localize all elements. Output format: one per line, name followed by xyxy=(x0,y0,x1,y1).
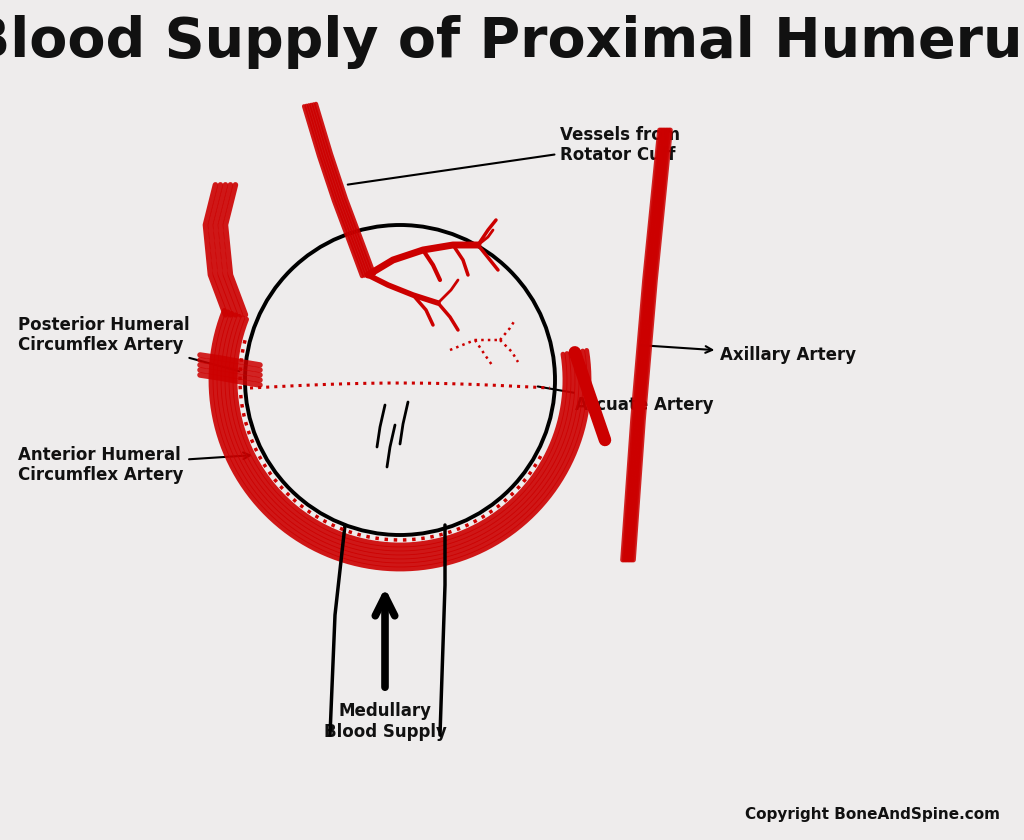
Text: Anterior Humeral
Circumflex Artery: Anterior Humeral Circumflex Artery xyxy=(18,445,250,485)
Text: Arcuate Artery: Arcuate Artery xyxy=(538,386,714,414)
Text: Copyright BoneAndSpine.com: Copyright BoneAndSpine.com xyxy=(745,807,1000,822)
Text: Medullary
Blood Supply: Medullary Blood Supply xyxy=(324,702,446,741)
Text: Blood Supply of Proximal Humerus: Blood Supply of Proximal Humerus xyxy=(0,15,1024,69)
Text: Axillary Artery: Axillary Artery xyxy=(641,345,856,364)
Text: Posterior Humeral
Circumflex Artery: Posterior Humeral Circumflex Artery xyxy=(18,316,240,371)
Text: Vessels from
Rotator Cuff: Vessels from Rotator Cuff xyxy=(348,126,680,185)
